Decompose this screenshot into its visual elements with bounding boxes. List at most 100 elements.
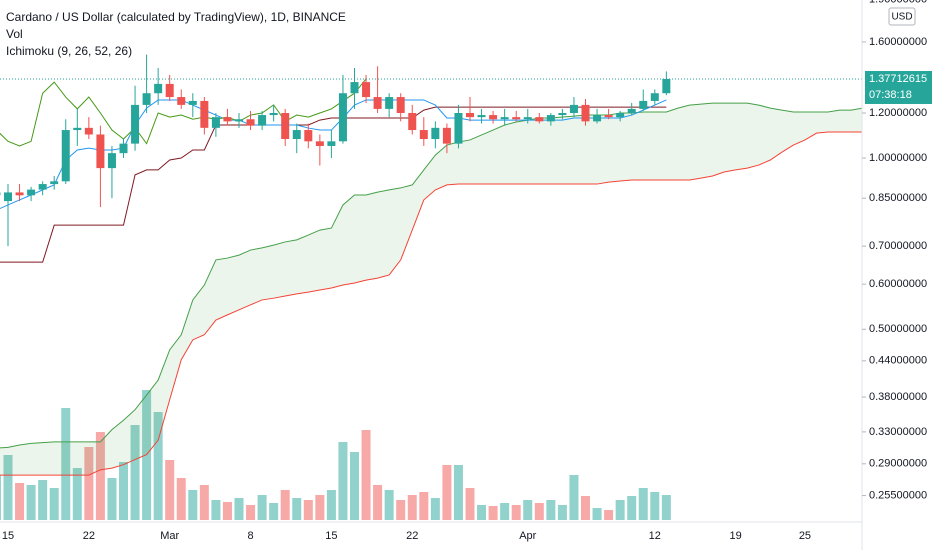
ichimoku-legend[interactable]: Ichimoku (9, 26, 52, 26) bbox=[6, 44, 132, 58]
base-line bbox=[0, 106, 667, 263]
volume-bar bbox=[176, 478, 186, 520]
candle-body bbox=[558, 112, 567, 116]
volume-bar bbox=[95, 432, 105, 520]
candle-body bbox=[281, 112, 290, 140]
currency-button[interactable] bbox=[888, 7, 916, 26]
candle-body bbox=[569, 104, 578, 113]
candle-body bbox=[38, 184, 47, 190]
volume-bar bbox=[165, 460, 175, 520]
last-price-tag: 1.37712615 07:38:18 bbox=[865, 70, 932, 104]
volume-bar bbox=[523, 500, 533, 520]
candle-body bbox=[269, 112, 278, 116]
volume-bar bbox=[627, 496, 637, 520]
ichimoku-cloud bbox=[0, 103, 862, 476]
volume-bar bbox=[211, 500, 221, 520]
candle-body bbox=[61, 130, 70, 182]
candle-body bbox=[523, 117, 532, 120]
volume-bar bbox=[407, 495, 417, 520]
candle-body bbox=[362, 82, 371, 98]
volume-bar bbox=[581, 496, 590, 520]
candle-body bbox=[419, 130, 428, 140]
volume-bar bbox=[604, 510, 614, 520]
candle-body bbox=[338, 93, 347, 142]
volume-bar bbox=[650, 492, 660, 520]
volume-bar bbox=[534, 503, 544, 520]
volume-bar bbox=[222, 502, 232, 520]
candle-body bbox=[431, 127, 440, 140]
candle-body bbox=[96, 134, 105, 169]
volume-bar bbox=[477, 505, 487, 520]
candle-body bbox=[454, 112, 463, 144]
volume-bar bbox=[500, 503, 510, 520]
price-tick-label: 0.33000000 bbox=[869, 426, 927, 438]
candle-body bbox=[593, 115, 602, 122]
candle-body bbox=[142, 93, 151, 105]
candle-body bbox=[604, 115, 613, 118]
volume-bar bbox=[350, 452, 359, 520]
candle-body bbox=[500, 117, 509, 120]
volume-bar bbox=[269, 503, 279, 520]
volume-bar bbox=[511, 505, 521, 520]
volume-bar bbox=[373, 485, 383, 520]
candle-body bbox=[200, 100, 209, 128]
candle-body bbox=[616, 112, 625, 118]
candle-body bbox=[512, 117, 521, 120]
volume-bar bbox=[396, 500, 406, 520]
volume-bar bbox=[234, 498, 244, 520]
volume-bar bbox=[488, 506, 498, 520]
plot-area bbox=[0, 54, 862, 520]
volume-bar bbox=[430, 498, 440, 520]
candle-body bbox=[396, 97, 405, 113]
volume-bar bbox=[557, 505, 567, 520]
volume-legend[interactable]: Vol bbox=[6, 27, 23, 41]
candle-body bbox=[442, 127, 451, 144]
volume-bar bbox=[453, 465, 463, 520]
candle-body bbox=[165, 83, 174, 98]
price-tick-label: 0.38000000 bbox=[869, 391, 927, 403]
volume-bar bbox=[26, 485, 36, 520]
volume-bar bbox=[49, 488, 59, 520]
candle-body bbox=[27, 189, 36, 196]
volume-bar bbox=[315, 495, 325, 520]
volume-bar bbox=[107, 478, 117, 520]
candle-body bbox=[662, 78, 671, 94]
price-tick-label: 0.70000000 bbox=[869, 240, 927, 252]
candle-body bbox=[627, 108, 636, 113]
time-tick-label: 22 bbox=[83, 530, 95, 542]
candle-body bbox=[84, 127, 93, 135]
currency-label[interactable]: USD bbox=[891, 12, 912, 23]
candle-body bbox=[50, 181, 59, 185]
price-tick-label: 1.20000000 bbox=[869, 107, 927, 119]
volume-bar bbox=[465, 488, 475, 520]
candle-body bbox=[292, 130, 301, 140]
candle-body bbox=[15, 192, 24, 196]
volume-bar bbox=[153, 412, 163, 520]
candle-body bbox=[546, 115, 555, 122]
candle-body bbox=[4, 192, 12, 202]
time-tick-label: 19 bbox=[730, 530, 742, 542]
lead-span-a bbox=[0, 102, 862, 449]
candle-body bbox=[131, 104, 140, 144]
volume-bar bbox=[15, 483, 25, 520]
last-price-box bbox=[865, 70, 932, 104]
overlay: Cardano / US Dollar (calculated by Tradi… bbox=[6, 10, 346, 58]
time-tick-label: 8 bbox=[247, 530, 253, 542]
time-axis bbox=[0, 522, 932, 550]
bar-countdown: 07:38:18 bbox=[869, 89, 912, 101]
candle-body bbox=[258, 115, 267, 126]
candle-body bbox=[373, 97, 382, 109]
volume-bar bbox=[569, 475, 579, 520]
candle-body bbox=[304, 130, 313, 142]
candle-body bbox=[188, 100, 197, 105]
volume-bar bbox=[419, 492, 429, 520]
candle-body bbox=[350, 82, 359, 94]
volume-bar bbox=[338, 442, 348, 520]
candle-body bbox=[477, 115, 486, 118]
lead-span-b bbox=[0, 131, 862, 476]
volume-bar bbox=[661, 495, 671, 520]
candle-body bbox=[223, 117, 232, 122]
candle-body bbox=[385, 97, 394, 109]
price-tick-label: 1.00000000 bbox=[869, 152, 927, 164]
